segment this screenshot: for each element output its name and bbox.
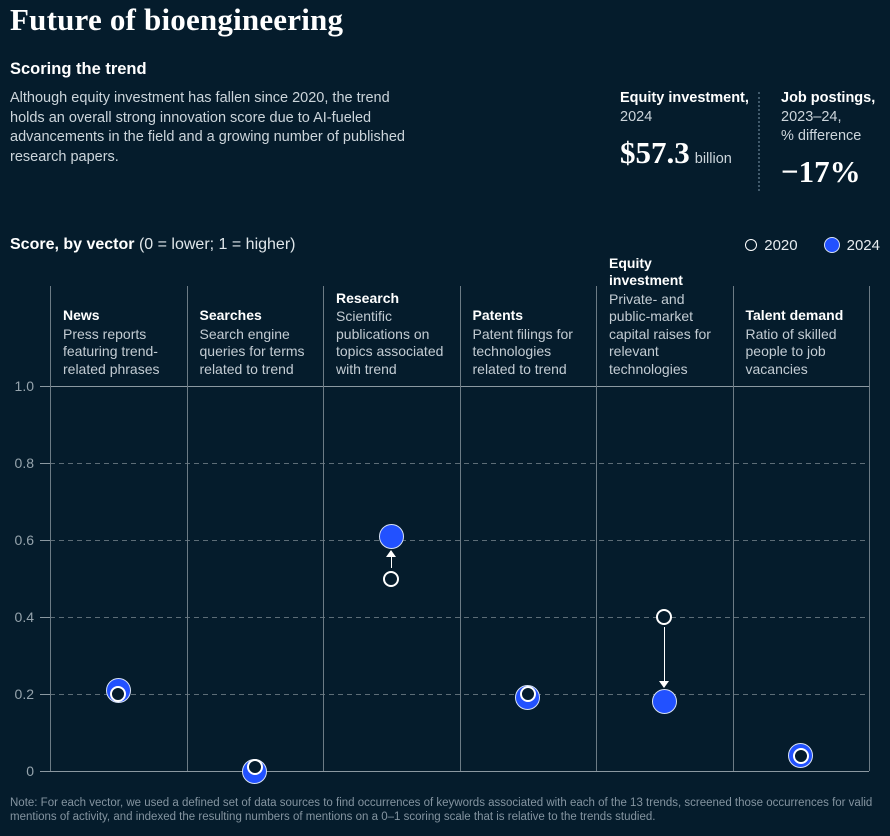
y-axis-tick xyxy=(40,463,50,464)
vector-name: Searches xyxy=(199,307,262,323)
vector-description: Press reports featuring trend-related ph… xyxy=(63,325,160,377)
column-divider xyxy=(459,286,461,771)
change-arrow-up-icon xyxy=(386,550,397,558)
y-axis-tick xyxy=(40,771,50,772)
stat-label: Equity investment, xyxy=(620,90,749,106)
grid-line xyxy=(50,771,869,772)
column-divider xyxy=(732,286,734,771)
stat-label-line: % difference xyxy=(781,128,862,144)
vector-name: News xyxy=(63,307,100,323)
data-point-2020 xyxy=(246,759,263,776)
data-point-2020 xyxy=(383,570,400,587)
y-axis-label: 1.0 xyxy=(14,378,34,394)
stat-label: Job postings, xyxy=(781,90,876,106)
chart-subtitle: Score, by vector (0 = lower; 1 = higher) xyxy=(10,236,295,254)
vector-header: Research Scientific publications on topic… xyxy=(336,290,451,379)
chart-subtitle-rest: (0 = lower; 1 = higher) xyxy=(134,236,296,253)
data-point-2020 xyxy=(792,747,809,764)
data-point-2024 xyxy=(651,689,677,715)
vector-name: Talent demand xyxy=(745,307,844,323)
vector-description: Ratio of skilled people to job vacancies xyxy=(745,325,837,377)
legend: 2020 2024 xyxy=(745,237,880,254)
change-arrow-line xyxy=(663,627,665,682)
data-point-2024 xyxy=(378,523,404,549)
legend-label: 2024 xyxy=(846,236,880,254)
chart-subtitle-bold: Score, by vector xyxy=(10,236,135,253)
change-arrow-down-icon xyxy=(659,680,670,688)
data-point-2020 xyxy=(656,609,673,625)
y-axis-tick xyxy=(40,540,50,541)
page-title: Future of bioengineering xyxy=(10,2,344,37)
vector-header: Equity investment Private- and public-mar… xyxy=(609,255,724,379)
chart-legend-row: Score, by vector (0 = lower; 1 = higher)… xyxy=(10,233,880,257)
column-divider xyxy=(50,286,51,771)
data-point-2020 xyxy=(519,686,536,702)
legend-item-2020: 2020 xyxy=(745,236,798,254)
vector-header: Searches Search engine queries for terms … xyxy=(200,307,315,378)
footnote: Note: For each vector, we used a defined… xyxy=(10,797,873,823)
stat-job-postings: Job postings, 2023–24, % difference −17% xyxy=(781,89,883,190)
column-divider xyxy=(869,286,870,771)
stat-value: −17% xyxy=(781,154,861,189)
data-point-2024 xyxy=(788,743,814,769)
vector-description: Search engine queries for terms related … xyxy=(199,325,305,377)
vector-name: Research xyxy=(336,289,400,306)
y-axis-label: 0.8 xyxy=(14,455,34,471)
stat-value: $57.3 xyxy=(620,135,690,170)
y-axis-tick xyxy=(40,386,50,387)
score-chart: 0 0.2 0.4 0.6 0.8 1.0 News Press reports featur… xyxy=(0,255,890,790)
vector-description: Patent filings for technologies related … xyxy=(472,325,573,377)
legend-label: 2020 xyxy=(764,236,798,254)
section-heading: Scoring the trend xyxy=(10,60,147,78)
stat-equity-investment: Equity investment, 2024 $57.3 billion xyxy=(620,89,752,171)
stat-divider xyxy=(758,92,760,191)
vector-header: News Press reports featuring trend-relate… xyxy=(63,307,178,378)
hollow-circle-icon xyxy=(745,239,758,251)
vector-description: Scientific publications on topics associ… xyxy=(336,308,444,377)
vector-header: Patents Patent filings for technologies r… xyxy=(473,307,588,378)
stat-label-line: 2024 xyxy=(620,109,653,125)
y-axis-label: 0.2 xyxy=(14,686,34,702)
column-divider xyxy=(186,286,188,771)
vector-description: Private- and public-market capital raise… xyxy=(609,290,711,377)
y-axis-label: 0.6 xyxy=(14,532,34,548)
data-point-2020 xyxy=(110,686,127,702)
y-axis-tick xyxy=(40,617,50,618)
column-divider xyxy=(323,286,324,771)
legend-item-2024: 2024 xyxy=(823,236,880,254)
stat-label-line: 2023–24, xyxy=(781,109,842,125)
vector-name: Patents xyxy=(472,307,524,323)
y-axis-label: 0.4 xyxy=(14,609,34,625)
stat-unit: billion xyxy=(694,151,732,167)
filled-circle-icon xyxy=(823,237,840,253)
y-axis-tick xyxy=(40,694,50,695)
vector-name: Equity investment xyxy=(609,254,683,289)
column-divider xyxy=(596,286,597,771)
change-arrow-line xyxy=(390,556,392,569)
vector-header: Talent demand Ratio of skilled people to … xyxy=(746,307,861,378)
y-axis-label: 0 xyxy=(26,763,34,779)
summary-text: Although equity investment has fallen si… xyxy=(10,90,405,165)
